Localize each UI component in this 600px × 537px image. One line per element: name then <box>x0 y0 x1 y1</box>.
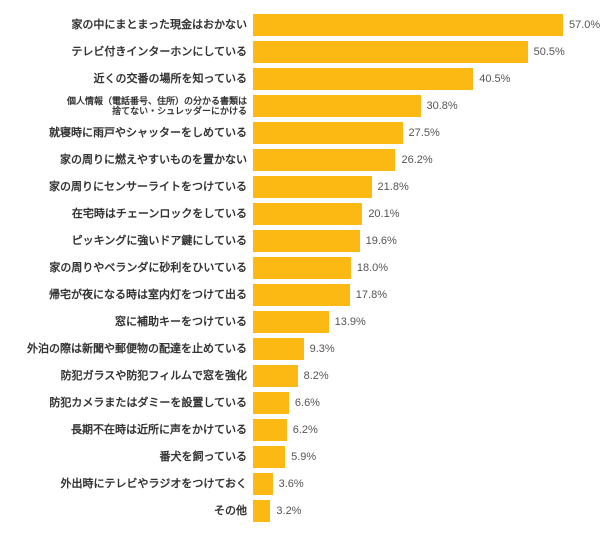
bar-area: 6.6% <box>253 392 588 414</box>
chart-row: 外泊の際は新聞や郵便物の配達を止めている 9.3% <box>12 336 588 362</box>
chart-row: 防犯カメラまたはダミーを設置している 6.6% <box>12 390 588 416</box>
chart-row: 個人情報（電話番号、住所）の分かる書類は捨てない・シュレッダーにかける 30.8% <box>12 93 588 119</box>
bar <box>253 473 273 495</box>
bar-label: 家の周りにセンサーライトをつけている <box>12 181 253 194</box>
bar-value: 18.0% <box>357 262 388 274</box>
chart-row: 家の周りにセンサーライトをつけている 21.8% <box>12 174 588 200</box>
bar-area: 6.2% <box>253 419 588 441</box>
bar-area: 9.3% <box>253 338 588 360</box>
bar-label: 近くの交番の場所を知っている <box>12 73 253 86</box>
bar-label: 就寝時に雨戸やシャッターをしめている <box>12 127 253 140</box>
bar-label: 家の中にまとまった現金はおかない <box>12 19 253 32</box>
bar-label: 在宅時はチェーンロックをしている <box>12 208 253 221</box>
bar-value: 6.2% <box>293 424 318 436</box>
chart-row: 帰宅が夜になる時は室内灯をつけて出る 17.8% <box>12 282 588 308</box>
bar-value: 40.5% <box>479 73 510 85</box>
bar-value: 17.8% <box>356 289 387 301</box>
bar-label: 外泊の際は新聞や郵便物の配達を止めている <box>12 343 253 356</box>
bar-value: 3.2% <box>276 505 301 517</box>
bar <box>253 419 287 441</box>
bar <box>253 257 351 279</box>
chart-row: 長期不在時は近所に声をかけている 6.2% <box>12 417 588 443</box>
bar <box>253 446 285 468</box>
bar-value: 26.2% <box>401 154 432 166</box>
bar-value: 19.6% <box>366 235 397 247</box>
bar-label: 帰宅が夜になる時は室内灯をつけて出る <box>12 289 253 302</box>
bar-label: 家の周りに燃えやすいものを置かない <box>12 154 253 167</box>
bar-area: 18.0% <box>253 257 588 279</box>
bar-value: 21.8% <box>378 181 409 193</box>
bar <box>253 149 395 171</box>
bar <box>253 203 362 225</box>
chart-row: 番犬を飼っている 5.9% <box>12 444 588 470</box>
bar <box>253 338 304 360</box>
bar <box>253 230 360 252</box>
bar-area: 3.6% <box>253 473 588 495</box>
bar-value: 5.9% <box>291 451 316 463</box>
chart-row: 近くの交番の場所を知っている 40.5% <box>12 66 588 92</box>
bar <box>253 41 528 63</box>
chart-row: 窓に補助キーをつけている 13.9% <box>12 309 588 335</box>
chart-row: 防犯ガラスや防犯フィルムで窓を強化 8.2% <box>12 363 588 389</box>
bar <box>253 176 372 198</box>
chart-row: 外出時にテレビやラジオをつけておく 3.6% <box>12 471 588 497</box>
bar-label: 家の周りやベランダに砂利をひいている <box>12 262 253 275</box>
bar-area: 3.2% <box>253 500 588 522</box>
bar-label: 個人情報（電話番号、住所）の分かる書類は捨てない・シュレッダーにかける <box>12 96 253 117</box>
bar-label: 防犯カメラまたはダミーを設置している <box>12 397 253 410</box>
bar-area: 57.0% <box>253 14 588 36</box>
bar-value: 57.0% <box>569 19 600 31</box>
bar <box>253 365 298 387</box>
chart-row: 家の周りやベランダに砂利をひいている 18.0% <box>12 255 588 281</box>
bar-area: 26.2% <box>253 149 588 171</box>
bar-label: 窓に補助キーをつけている <box>12 316 253 329</box>
bar-area: 40.5% <box>253 68 588 90</box>
chart-row: 就寝時に雨戸やシャッターをしめている 27.5% <box>12 120 588 146</box>
bar-value: 13.9% <box>335 316 366 328</box>
bar-area: 13.9% <box>253 311 588 333</box>
chart-row: 家の中にまとまった現金はおかない57.0% <box>12 12 588 38</box>
bar-value: 3.6% <box>279 478 304 490</box>
bar-label: 長期不在時は近所に声をかけている <box>12 424 253 437</box>
bar-value: 8.2% <box>304 370 329 382</box>
bar-area: 20.1% <box>253 203 588 225</box>
bar-area: 21.8% <box>253 176 588 198</box>
bar-area: 8.2% <box>253 365 588 387</box>
bar-label: 防犯ガラスや防犯フィルムで窓を強化 <box>12 370 253 383</box>
bar-value: 30.8% <box>427 100 458 112</box>
bar-label: テレビ付きインターホンにしている <box>12 46 253 59</box>
bar-area: 27.5% <box>253 122 588 144</box>
bar-value: 20.1% <box>368 208 399 220</box>
chart-row: 家の周りに燃えやすいものを置かない 26.2% <box>12 147 588 173</box>
bar-label: ピッキングに強いドア鍵にしている <box>12 235 253 248</box>
bar-area: 5.9% <box>253 446 588 468</box>
bar-value: 6.6% <box>295 397 320 409</box>
bar-area: 19.6% <box>253 230 588 252</box>
bar <box>253 95 421 117</box>
chart-row: テレビ付きインターホンにしている 50.5% <box>12 39 588 65</box>
bar-label: その他 <box>12 505 253 518</box>
bar-area: 50.5% <box>253 41 588 63</box>
bar <box>253 14 563 36</box>
chart-row: 在宅時はチェーンロックをしている 20.1% <box>12 201 588 227</box>
bar-label: 外出時にテレビやラジオをつけておく <box>12 478 253 491</box>
bar-area: 17.8% <box>253 284 588 306</box>
chart-row: ピッキングに強いドア鍵にしている 19.6% <box>12 228 588 254</box>
chart-row: その他 3.2% <box>12 498 588 524</box>
bar <box>253 311 329 333</box>
bar <box>253 500 270 522</box>
bar-area: 30.8% <box>253 95 588 117</box>
bar-label: 番犬を飼っている <box>12 451 253 464</box>
horizontal-bar-chart: 家の中にまとまった現金はおかない57.0%テレビ付きインターホンにしている50.… <box>12 12 588 524</box>
bar-value: 27.5% <box>409 127 440 139</box>
bar <box>253 284 350 306</box>
bar-value: 9.3% <box>310 343 335 355</box>
bar <box>253 392 289 414</box>
bar-value: 50.5% <box>534 46 565 58</box>
bar <box>253 122 403 144</box>
bar <box>253 68 473 90</box>
